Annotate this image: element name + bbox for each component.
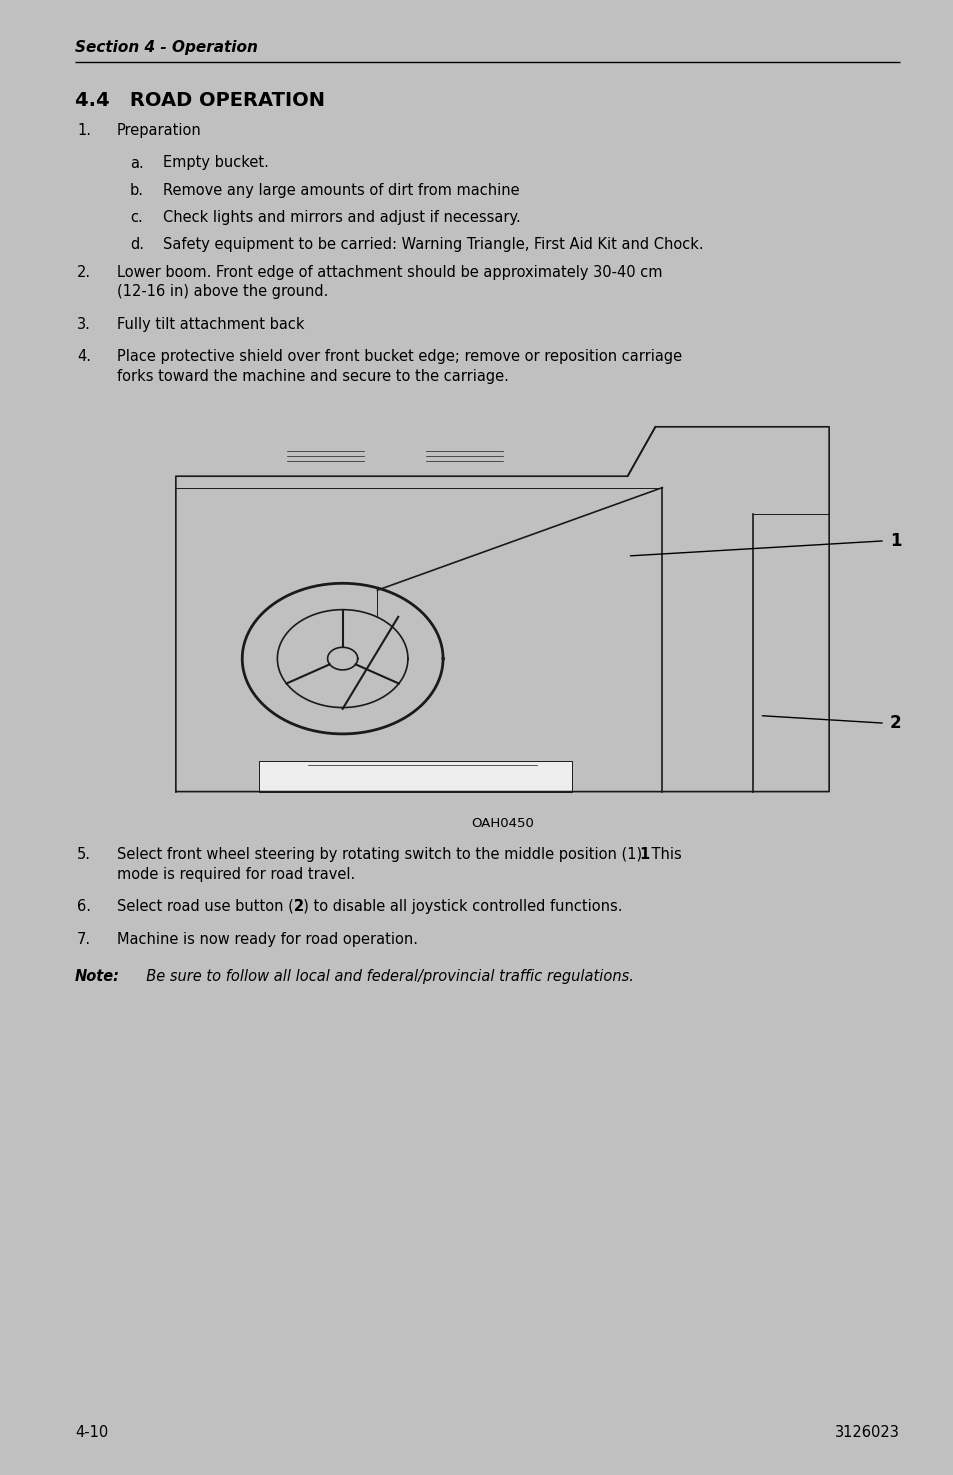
Text: Lower boom. Front edge of attachment should be approximately 30-40 cm: Lower boom. Front edge of attachment sho… bbox=[117, 264, 661, 280]
Bar bbox=[454, 556, 475, 571]
Bar bbox=[453, 388, 906, 867]
Bar bbox=[0, 648, 953, 715]
Circle shape bbox=[200, 541, 213, 556]
Text: 3126023: 3126023 bbox=[834, 1425, 899, 1440]
Circle shape bbox=[190, 531, 224, 566]
Bar bbox=[661, 568, 752, 609]
Text: Check lights and mirrors and adjust if necessary.: Check lights and mirrors and adjust if n… bbox=[163, 209, 520, 226]
Bar bbox=[661, 496, 752, 571]
Text: Machine is now ready for road operation.: Machine is now ready for road operation. bbox=[117, 932, 417, 947]
Bar bbox=[453, 438, 906, 917]
Text: Remove any large amounts of dirt from machine: Remove any large amounts of dirt from ma… bbox=[163, 183, 519, 198]
Bar bbox=[488, 556, 509, 571]
Text: 3.: 3. bbox=[77, 317, 91, 332]
Text: d.: d. bbox=[130, 237, 144, 252]
Text: Select front wheel steering by rotating switch to the middle position (1). This: Select front wheel steering by rotating … bbox=[117, 847, 681, 863]
Bar bbox=[154, 419, 849, 799]
Text: b.: b. bbox=[130, 183, 144, 198]
Text: Note:: Note: bbox=[75, 969, 120, 984]
Text: 7.: 7. bbox=[77, 932, 91, 947]
Text: 1: 1 bbox=[889, 532, 901, 550]
Text: 1.: 1. bbox=[77, 122, 91, 139]
Bar bbox=[453, 423, 906, 903]
Bar bbox=[523, 556, 543, 571]
Bar bbox=[183, 431, 627, 484]
Text: 2: 2 bbox=[889, 714, 901, 732]
Bar bbox=[75, 65, 899, 81]
Bar bbox=[259, 761, 572, 792]
Text: Place protective shield over front bucket edge; remove or reposition carriage: Place protective shield over front bucke… bbox=[117, 350, 681, 364]
Text: forks toward the machine and secure to the carriage.: forks toward the machine and secure to t… bbox=[117, 369, 508, 384]
Bar bbox=[507, 388, 953, 867]
Text: Be sure to follow all local and federal/provincial traffic regulations.: Be sure to follow all local and federal/… bbox=[137, 969, 633, 984]
Text: 4-10: 4-10 bbox=[75, 1425, 108, 1440]
Bar bbox=[280, 442, 370, 469]
Circle shape bbox=[196, 429, 252, 485]
Text: OAH0450: OAH0450 bbox=[471, 817, 534, 830]
Text: c.: c. bbox=[130, 209, 143, 226]
Circle shape bbox=[169, 599, 190, 620]
Text: Fully tilt attachment back: Fully tilt attachment back bbox=[117, 317, 304, 332]
Bar bbox=[661, 681, 752, 723]
Bar bbox=[507, 423, 953, 903]
Text: 6.: 6. bbox=[77, 900, 91, 914]
Text: Preparation: Preparation bbox=[117, 122, 201, 139]
Text: a.: a. bbox=[130, 155, 144, 171]
Text: 1: 1 bbox=[639, 847, 648, 863]
Text: 5.: 5. bbox=[77, 847, 91, 863]
Text: 4.4   ROAD OPERATION: 4.4 ROAD OPERATION bbox=[75, 91, 325, 111]
Bar bbox=[453, 358, 906, 838]
Text: Section 4 - Operation: Section 4 - Operation bbox=[75, 40, 257, 55]
Bar bbox=[507, 358, 953, 838]
Text: 2.: 2. bbox=[77, 264, 91, 280]
Bar bbox=[507, 438, 953, 917]
Bar bbox=[418, 442, 509, 469]
Text: 4.: 4. bbox=[77, 350, 91, 364]
Bar bbox=[661, 617, 752, 659]
Text: (12-16 in) above the ground.: (12-16 in) above the ground. bbox=[117, 285, 328, 299]
Bar bbox=[453, 503, 906, 981]
Bar bbox=[507, 503, 953, 981]
Bar bbox=[552, 506, 862, 560]
Bar bbox=[175, 488, 238, 667]
Text: 2: 2 bbox=[294, 900, 303, 914]
Polygon shape bbox=[384, 525, 606, 617]
Text: Select road use button (2) to disable all joystick controlled functions.: Select road use button (2) to disable al… bbox=[117, 900, 622, 914]
Circle shape bbox=[519, 562, 554, 596]
Text: mode is required for road travel.: mode is required for road travel. bbox=[117, 867, 355, 882]
Text: Empty bucket.: Empty bucket. bbox=[163, 155, 269, 171]
Text: Safety equipment to be carried: Warning Triangle, First Aid Kit and Chock.: Safety equipment to be carried: Warning … bbox=[163, 237, 703, 252]
Bar bbox=[453, 310, 906, 788]
Bar bbox=[507, 310, 953, 788]
